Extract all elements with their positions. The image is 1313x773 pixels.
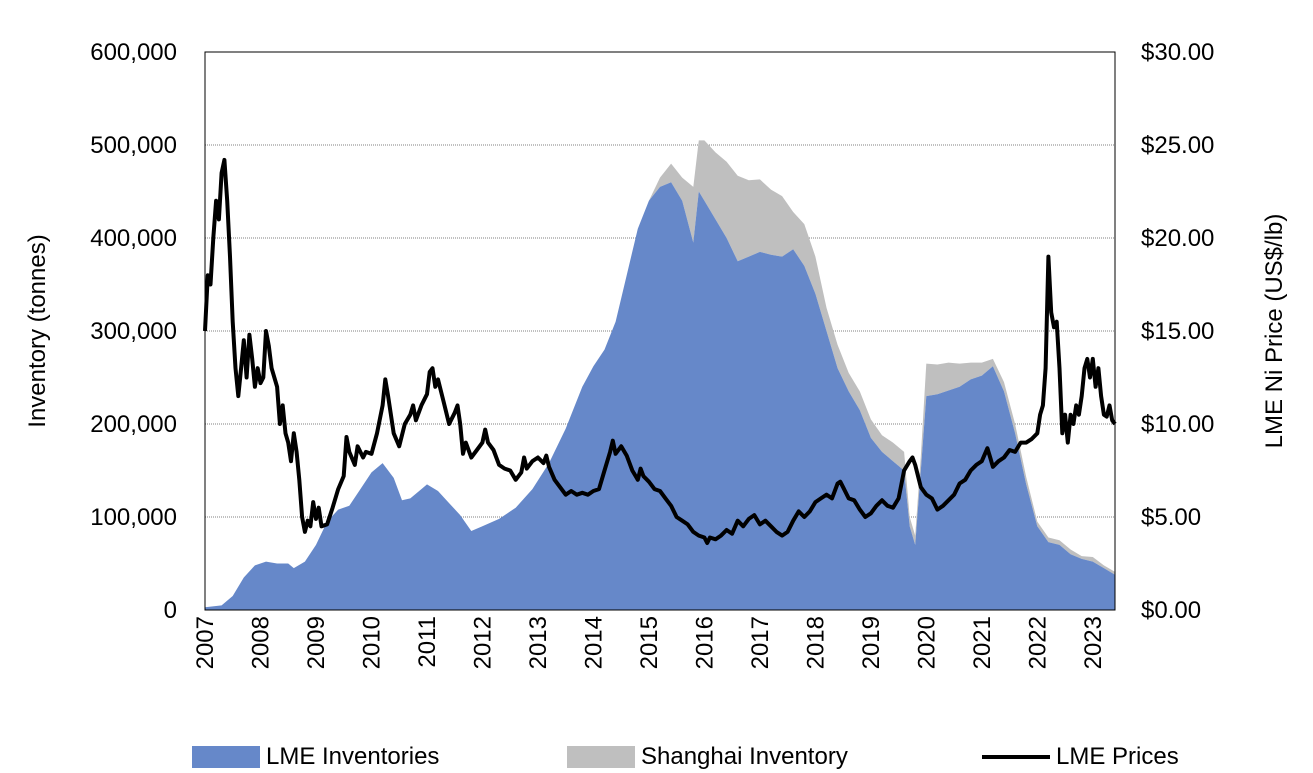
x-tick-label: 2010 [358,616,385,669]
right-tick-label: $15.00 [1141,318,1214,345]
shanghai-inventory-area [205,140,1115,608]
x-tick-label: 2017 [747,616,774,669]
legend-swatch-shanghai [567,746,635,768]
x-tick-label: 2012 [469,616,496,669]
legend-line-price [982,755,1050,759]
right-tick-label: $25.00 [1141,132,1214,159]
lme-inventories-area [205,182,1115,610]
right-axis-title: LME Ni Price (US$/lb) [1261,214,1288,449]
legend-label-lme: LME Inventories [266,743,440,770]
legend-label-price: LME Prices [1056,743,1179,770]
left-tick-label: 200,000 [90,411,177,438]
x-tick-label: 2008 [247,616,274,669]
x-tick-label: 2016 [691,616,718,669]
areas [205,140,1115,610]
x-tick-label: 2023 [1080,616,1107,669]
x-tick-label: 2009 [303,616,330,669]
left-axis-ticks: 0 100,000 200,000 300,000 400,000 500,000 600,… [90,39,177,624]
x-tick-label: 2019 [858,616,885,669]
legend-item-lme: LME Inventories [192,742,439,772]
left-tick-label: 100,000 [90,504,177,531]
left-tick-label: 600,000 [90,39,177,66]
right-axis-ticks: $0.00 $5.00 $10.00 $15.00 $20.00 $25.00 $30.00 [1141,39,1214,624]
plot-frame [204,51,1116,611]
x-tick-label: 2020 [913,616,940,669]
x-tick-label: 2011 [414,616,441,668]
right-tick-label: $5.00 [1141,504,1201,531]
left-tick-label: 500,000 [90,132,177,159]
legend-label-shanghai: Shanghai Inventory [641,743,848,770]
legend-item-shanghai: Shanghai Inventory [567,742,848,772]
left-axis-title: Inventory (tonnes) [24,234,51,427]
right-tick-label: $10.00 [1141,411,1214,438]
legend-swatch-lme [192,746,260,768]
x-tick-label: 2015 [636,616,663,669]
left-tick-label: 300,000 [90,318,177,345]
x-tick-label: 2021 [969,616,996,669]
x-tick-label: 2013 [525,616,552,669]
right-tick-label: $20.00 [1141,225,1214,252]
left-tick-label: 400,000 [90,225,177,252]
right-tick-label: $30.00 [1141,39,1214,66]
x-tick-label: 2007 [192,616,219,669]
chart: 0 100,000 200,000 300,000 400,000 500,000 600,… [24,39,1288,669]
right-tick-label: $0.00 [1141,597,1201,624]
x-axis-ticks: 2007 2008 2009 2010 2011 2012 2013 2014 2015 2016… [192,616,1107,669]
legend-item-price: LME Prices [982,742,1179,772]
x-tick-label: 2022 [1024,616,1051,669]
legend: LME Inventories Shanghai Inventory LME P… [0,742,1313,772]
left-tick-label: 0 [164,597,177,624]
lme-price-line [203,157,1117,545]
price-line-layer [203,157,1117,545]
x-tick-label: 2014 [580,616,607,669]
x-tick-label: 2018 [802,616,829,669]
